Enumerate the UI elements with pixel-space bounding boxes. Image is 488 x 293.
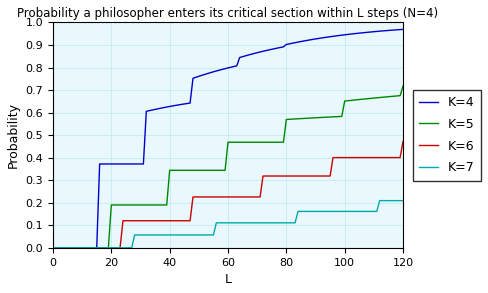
- K=7: [377, 199, 383, 202]
- K=4: [199, 74, 204, 77]
- K=4: [377, 29, 383, 33]
- K=5: [286, 117, 292, 121]
- K=5: [269, 140, 275, 144]
- K=4: [85, 246, 91, 250]
- K=7: [199, 233, 204, 237]
- K=4: [132, 162, 138, 166]
- K=5: [400, 84, 406, 88]
- K=4: [50, 246, 56, 250]
- K=7: [132, 233, 138, 237]
- Line: K=7: K=7: [53, 201, 403, 248]
- K=7: [400, 199, 406, 202]
- K=7: [286, 221, 292, 225]
- K=6: [286, 174, 292, 178]
- K=6: [85, 246, 91, 250]
- K=5: [199, 168, 204, 172]
- K=6: [132, 219, 138, 222]
- K=5: [50, 246, 56, 250]
- Y-axis label: Probability: Probability: [7, 102, 20, 168]
- K=6: [269, 174, 275, 178]
- Line: K=6: K=6: [53, 142, 403, 248]
- K=6: [377, 156, 383, 159]
- X-axis label: L: L: [224, 273, 231, 286]
- K=4: [400, 28, 406, 31]
- K=6: [199, 195, 204, 199]
- K=5: [132, 203, 138, 207]
- K=7: [380, 199, 386, 202]
- K=6: [400, 140, 406, 143]
- Legend: K=4, K=5, K=6, K=7: K=4, K=5, K=6, K=7: [413, 90, 481, 180]
- K=5: [85, 246, 91, 250]
- K=7: [50, 246, 56, 250]
- Title: Probability a philosopher enters its critical section within L steps (N=4): Probability a philosopher enters its cri…: [18, 7, 439, 20]
- K=6: [50, 246, 56, 250]
- K=7: [85, 246, 91, 250]
- K=7: [269, 221, 275, 225]
- Line: K=4: K=4: [53, 29, 403, 248]
- K=4: [269, 47, 275, 51]
- K=5: [377, 96, 383, 99]
- K=4: [286, 42, 292, 46]
- Line: K=5: K=5: [53, 86, 403, 248]
